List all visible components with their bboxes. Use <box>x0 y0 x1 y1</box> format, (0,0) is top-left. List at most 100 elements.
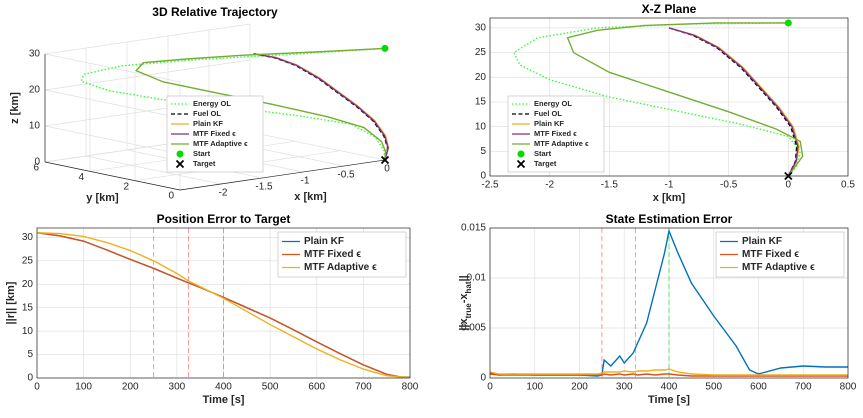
y-axis-label-part: -x <box>458 293 470 304</box>
x-tick-label: -1 <box>301 176 310 187</box>
y-tick-label: 15 <box>475 97 487 108</box>
y-axis-label-part: ||x <box>458 318 470 331</box>
x-tick-label: -0.5 <box>720 180 738 191</box>
y-tick-label: 10 <box>22 326 34 337</box>
y-tick-label: 25 <box>475 47 487 58</box>
y-tick-label: 0 <box>27 373 33 384</box>
y-axis-label-part: || <box>458 275 470 281</box>
legend-marker <box>517 150 525 158</box>
x-axis-label: x [km] <box>653 192 686 204</box>
x-tick-label: 0 <box>384 164 390 175</box>
y-tick-label: 2 <box>123 181 129 192</box>
series-line <box>80 47 386 161</box>
x-tick-label: 500 <box>705 382 722 393</box>
legend-label: MTF Fixed ϵ <box>304 249 361 260</box>
y-tick-label: 5 <box>480 146 486 157</box>
series-line <box>668 27 798 177</box>
series-line <box>253 53 389 161</box>
x-axis-label: Time [s] <box>648 394 690 406</box>
series-line <box>512 22 802 177</box>
y-tick-label: 0.01 <box>467 273 487 284</box>
y-axis-label: y [km] <box>86 192 119 204</box>
y-tick-label: 5 <box>27 349 33 360</box>
start-marker <box>784 19 792 27</box>
legend-marker <box>516 159 526 169</box>
legend-label: Fuel OL <box>193 109 221 118</box>
y-axis-label: ||r|| [km] <box>5 281 17 324</box>
legend-label: MTF Fixed ϵ <box>742 249 799 260</box>
z-tick-label: 30 <box>29 49 41 60</box>
grid-line <box>249 131 386 161</box>
legend-label: Fuel OL <box>534 109 562 118</box>
series-line <box>36 231 410 378</box>
legend-label: MTF Adaptive ϵ <box>742 262 815 273</box>
y-tick-label: 0 <box>480 373 486 384</box>
x-tick-label: 0 <box>786 180 792 191</box>
y-tick-label: 10 <box>475 121 487 132</box>
y-axis-label: ||xtrue-xhat|| <box>458 275 473 330</box>
x-tick-label: 0 <box>487 382 493 393</box>
y-axis <box>44 161 181 191</box>
series-line <box>36 231 410 378</box>
x-tick-label: -1 <box>665 180 674 191</box>
x-tick-label: -2.5 <box>481 180 499 191</box>
grid-line <box>44 125 181 155</box>
legend-marker <box>175 159 185 169</box>
legend-label: Plain KF <box>304 236 344 247</box>
legend-box <box>715 231 845 278</box>
x-tick-label: 100 <box>526 382 543 393</box>
x-tick-label: 100 <box>75 382 92 393</box>
series-line <box>134 47 387 161</box>
legend-label: Start <box>193 149 211 158</box>
x-axis-label: x [km] <box>294 191 327 203</box>
x-tick-label: -2 <box>545 180 554 191</box>
series-line <box>566 22 804 177</box>
legend-label: Energy OL <box>193 99 231 108</box>
y-tick-label: 30 <box>475 23 487 34</box>
legend-label: MTF Fixed ϵ <box>193 129 236 138</box>
y-axis-label-part: true <box>464 303 473 319</box>
axes-box <box>489 17 849 177</box>
x-tick-label: 400 <box>661 382 678 393</box>
z-tick-label: 20 <box>29 85 41 96</box>
y-tick-label: 15 <box>22 302 34 313</box>
x-tick-label: 300 <box>616 382 633 393</box>
x-tick-label: -0.5 <box>337 170 355 181</box>
x-tick-label: 800 <box>402 382 419 393</box>
x-tick-label: 0 <box>34 382 40 393</box>
z-tick-label: 0 <box>34 157 40 168</box>
x-tick-label: -1.5 <box>255 182 273 193</box>
x-tick-label: 500 <box>262 382 279 393</box>
z-tick-label: 10 <box>29 121 41 132</box>
legend-label: Plain KF <box>742 236 782 247</box>
series-line <box>489 368 848 376</box>
chart-title: X-Z Plane <box>642 2 697 16</box>
y-tick-label: 20 <box>475 72 487 83</box>
start-marker <box>381 44 389 52</box>
x-tick-label: 700 <box>795 382 812 393</box>
x-axis-label: Time [s] <box>203 394 245 406</box>
legend-label: MTF Adaptive ϵ <box>193 139 248 148</box>
y-tick-label: 0 <box>168 191 174 202</box>
legend-label: Target <box>534 159 557 168</box>
x-tick-label: 300 <box>169 382 186 393</box>
axes-box <box>36 227 411 379</box>
legend-marker <box>176 150 184 158</box>
legend-label: Plain KF <box>193 119 223 128</box>
legend-label: Plain KF <box>534 119 564 128</box>
chart-title: 3D Relative Trajectory <box>152 5 278 19</box>
chart-title: State Estimation Error <box>606 212 733 226</box>
target-marker <box>380 155 390 165</box>
y-tick-label: 0.015 <box>461 223 486 234</box>
series-line <box>489 373 848 377</box>
axes-box <box>489 227 849 379</box>
series-line <box>668 27 799 177</box>
x-tick-label: 0.5 <box>841 180 855 191</box>
x-tick-label: 200 <box>571 382 588 393</box>
x-tick-label: 600 <box>308 382 325 393</box>
y-axis-label-part: hat <box>464 281 473 293</box>
y-tick-label: 25 <box>22 255 34 266</box>
legend-label: MTF Fixed ϵ <box>534 129 577 138</box>
